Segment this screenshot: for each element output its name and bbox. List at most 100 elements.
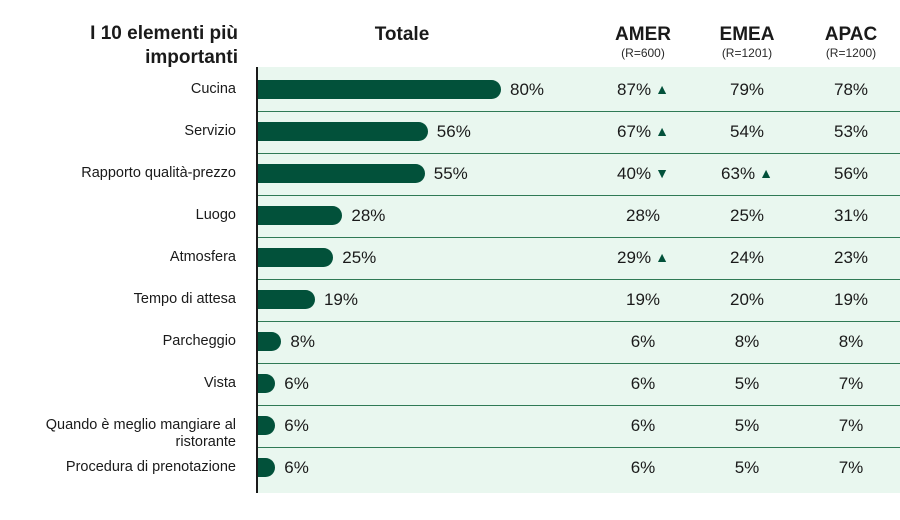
cell-amer-value: 6% <box>630 374 656 393</box>
cell-amer: 6% <box>598 332 688 352</box>
bar-value-label: 56% <box>436 122 471 141</box>
cell-apac-value: 19% <box>833 290 869 309</box>
cell-amer-value: 87% <box>617 80 652 99</box>
cell-apac: 7% <box>806 416 896 436</box>
cell-amer-value: 6% <box>630 416 656 435</box>
category-label: Procedura di prenotazione <box>65 459 236 475</box>
triangle-up-icon: ▲ <box>655 123 669 139</box>
category-label: Parcheggio <box>162 333 236 349</box>
cell-emea-value: 8% <box>734 332 760 351</box>
column-header-amer-sample: (R=600) <box>621 46 665 60</box>
column-header-total: Totale <box>342 24 462 46</box>
cell-apac: 31% <box>806 206 896 226</box>
column-header-emea-label: EMEA <box>719 24 775 45</box>
cell-emea-value: 79% <box>729 80 765 99</box>
cell-emea: 5% <box>702 458 792 478</box>
cell-amer: 87% ▲ <box>598 80 688 100</box>
cell-amer: 6% <box>598 374 688 394</box>
bar-value-label: 8% <box>290 332 315 351</box>
cell-apac: 56% <box>806 164 896 184</box>
column-header-emea: EMEA (R=1201) <box>702 24 792 60</box>
triangle-up-icon: ▲ <box>655 249 669 265</box>
bar-totale <box>257 206 343 225</box>
cell-amer: 6% <box>598 458 688 478</box>
cell-apac: 19% <box>806 290 896 310</box>
category-label: Cucina <box>190 81 236 97</box>
column-header-amer: AMER (R=600) <box>598 24 688 60</box>
cell-apac: 7% <box>806 458 896 478</box>
row-divider <box>257 321 900 322</box>
cell-amer-value: 40% <box>617 164 652 183</box>
cell-apac: 8% <box>806 332 896 352</box>
cell-amer-value: 6% <box>630 332 656 351</box>
cell-apac-value: 23% <box>833 248 869 267</box>
bar-totale <box>257 80 501 99</box>
category-label: Servizio <box>184 123 236 139</box>
cell-apac: 78% <box>806 80 896 100</box>
cell-emea: 24% <box>702 248 792 268</box>
triangle-up-icon: ▲ <box>655 81 669 97</box>
column-header-total-label: Totale <box>374 24 430 45</box>
row-divider <box>257 237 900 238</box>
bar-value-label: 55% <box>433 164 468 183</box>
bar-value-label: 80% <box>510 80 545 99</box>
cell-amer: 29% ▲ <box>598 248 688 268</box>
cell-amer-value: 29% <box>617 248 652 267</box>
row-divider <box>257 195 900 196</box>
cell-emea: 63% ▲ <box>702 164 792 184</box>
row-divider <box>257 447 900 448</box>
cell-apac-value: 56% <box>833 164 869 183</box>
cell-emea-value: 54% <box>729 122 765 141</box>
cell-apac-value: 8% <box>838 332 864 351</box>
cell-emea: 25% <box>702 206 792 226</box>
row-divider <box>257 279 900 280</box>
bar-totale <box>257 248 334 267</box>
category-label: Vista <box>204 375 236 391</box>
row-divider <box>257 111 900 112</box>
cell-apac-value: 31% <box>833 206 869 225</box>
bar-value-label: 6% <box>284 374 309 393</box>
category-label: Rapporto qualità-prezzo <box>81 165 236 181</box>
cell-emea: 5% <box>702 416 792 436</box>
column-header-emea-sample: (R=1201) <box>721 46 773 60</box>
bar-value-label: 28% <box>351 206 386 225</box>
category-axis-line <box>256 67 258 493</box>
bar-totale <box>257 332 282 351</box>
category-label: Tempo di attesa <box>133 291 236 307</box>
cell-apac-value: 7% <box>838 416 864 435</box>
cell-apac: 23% <box>806 248 896 268</box>
column-header-apac-sample: (R=1200) <box>825 46 877 60</box>
chart-title-line2: importanti <box>145 47 238 68</box>
bar-value-label: 19% <box>323 290 358 309</box>
cell-amer: 28% <box>598 206 688 226</box>
row-divider <box>257 153 900 154</box>
cell-amer: 6% <box>598 416 688 436</box>
bar-totale <box>257 374 276 393</box>
bar-value-label: 6% <box>284 416 309 435</box>
column-header-apac-label: APAC <box>824 24 878 45</box>
cell-amer-value: 19% <box>625 290 661 309</box>
triangle-up-icon: ▲ <box>759 165 773 181</box>
category-label: Quando è meglio mangiare al ristorante <box>45 417 236 450</box>
chart-title-line1: I 10 elementi più <box>90 23 238 44</box>
bar-totale <box>257 416 276 435</box>
cell-apac-value: 53% <box>833 122 869 141</box>
category-label: Atmosfera <box>169 249 236 265</box>
cell-emea: 8% <box>702 332 792 352</box>
cell-apac: 7% <box>806 374 896 394</box>
cell-emea-value: 24% <box>729 248 765 267</box>
bar-totale <box>257 458 276 477</box>
column-header-amer-label: AMER <box>615 24 671 45</box>
row-divider <box>257 405 900 406</box>
bar-totale <box>257 290 315 309</box>
cell-amer-value: 6% <box>630 458 656 477</box>
bar-value-label: 6% <box>284 458 309 477</box>
bar-value-label: 25% <box>342 248 377 267</box>
cell-emea-value: 63% <box>721 164 756 183</box>
bar-totale <box>257 164 425 183</box>
cell-emea-value: 5% <box>734 458 760 477</box>
cell-amer-value: 67% <box>617 122 652 141</box>
cell-emea: 79% <box>702 80 792 100</box>
cell-amer-value: 28% <box>625 206 661 225</box>
cell-amer: 19% <box>598 290 688 310</box>
